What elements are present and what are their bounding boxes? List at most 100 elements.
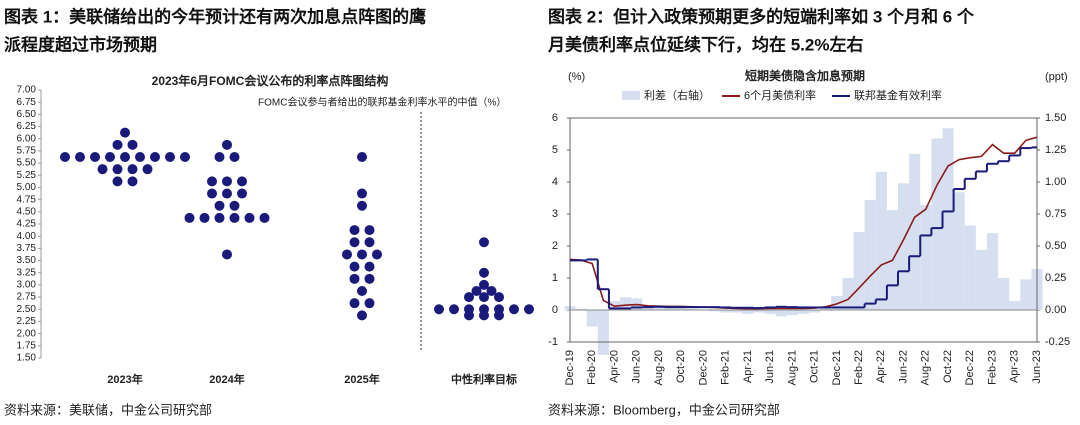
y-tick-label: 0 [552,304,558,316]
dot [349,298,360,309]
y-tick-label: 3 [552,208,558,220]
spread-bar [742,310,754,314]
dot [90,152,100,162]
dot [342,249,352,260]
y2-tick-label: 1.00 [1045,176,1066,188]
spread-bar [675,307,687,310]
y2-tick-label: -0.25 [1045,336,1070,348]
dot [494,292,504,303]
x-tick-label: Apr-22 [875,350,887,383]
dot [199,212,210,223]
y-tick-label: 4.50 [17,206,37,217]
x-tick-label: Jun-21 [764,350,776,384]
dot [357,286,367,296]
y-tick-label: 3.75 [17,243,37,254]
y-tick-label: 2.50 [17,304,37,315]
spread-bar [986,233,999,310]
dot [434,304,444,315]
y-tick-label: 3.00 [17,280,37,291]
dot [349,225,360,236]
dot [357,200,367,211]
dot [237,188,247,199]
y-tick-label: 3.25 [17,267,37,278]
spread-bar [664,307,676,310]
dot [349,261,360,272]
y-tick-label: 2.25 [17,316,37,327]
y-tick-label: 7.00 [17,85,37,96]
spread-bar [764,310,776,314]
y2-tick-label: 0.00 [1045,304,1066,316]
dot [222,139,232,150]
spread-bar [786,310,798,316]
dot [244,212,255,223]
dot [75,152,85,162]
dot [105,152,115,162]
spread-bar [653,307,665,310]
spread-bar [586,310,598,327]
dot [184,212,195,223]
y-tick-label: 6.50 [17,109,37,120]
legend-label: 利差（右轴） [644,88,710,102]
spread-bar [842,278,854,310]
x-tick-label: Dec-20 [697,350,709,385]
spread-bar [597,310,609,355]
y2-axis-label: (ppt) [1045,71,1068,83]
legend-label: 联邦基金有效利率 [854,88,942,102]
chart-title: 短期美债隐含加息预期 [745,68,865,83]
spread-bar [831,295,843,310]
x-tick-label: 2025年 [344,372,379,386]
dot [364,298,375,309]
x-tick-label: Dec-21 [831,350,843,385]
spread-bar [753,310,765,313]
source: 资料来源：美联储，中金公司研究部 [4,402,212,417]
legend-label: 6个月美债利率 [744,88,816,102]
dot [207,188,217,199]
figure-title: 月美债利率点位延续下行，均在 5.2%左右 [547,34,863,54]
spread-bar [853,231,865,310]
dot [494,310,504,321]
dot [357,188,367,199]
dot [349,237,360,248]
dot [479,279,489,290]
y-tick-label: 2.75 [17,292,37,303]
dot [479,310,489,321]
y-tick-label: 4.00 [17,231,37,242]
dot [464,310,474,321]
dot [357,152,367,162]
dot [259,212,270,223]
y-tick-label: 2 [552,240,558,252]
y-tick-label: 5.00 [17,182,37,193]
x-tick-label: Dec-19 [564,350,576,385]
dot [357,249,367,260]
spread-bar [909,153,921,310]
chart-title: 2023年6月FOMC会议公布的利率点阵图结构 [152,73,389,88]
spread-bar [920,205,932,310]
legend-swatch [622,91,640,100]
spread-bar [942,128,954,310]
x-tick-label: Apr-21 [742,350,754,383]
dot [479,237,489,248]
y2-tick-label: 1.50 [1045,112,1066,124]
spread-bar [975,249,987,310]
x-tick-label: Feb-20 [586,350,598,385]
x-tick-label: Feb-22 [853,350,865,385]
y-tick-label: 3.50 [17,255,37,266]
y-tick-label: 5 [552,144,558,156]
dot [150,152,160,162]
x-tick-label: Jun-23 [1031,350,1043,384]
y-tick-label: 1.50 [17,353,37,364]
spread-bar [708,310,721,312]
annotation: FOMC会议参与者给出的联邦基金利率水平的中值（%） [258,96,506,109]
dot [222,249,232,260]
spread-bar [797,310,810,314]
x-tick-label: Feb-21 [720,350,732,385]
dot [357,310,367,321]
spread-bar [1009,301,1021,310]
dot [479,267,489,278]
dot [127,176,138,187]
y-tick-label: 4.75 [17,194,37,205]
dot [165,152,175,162]
dot [229,152,240,162]
x-tick-label: Jun-20 [631,350,643,384]
